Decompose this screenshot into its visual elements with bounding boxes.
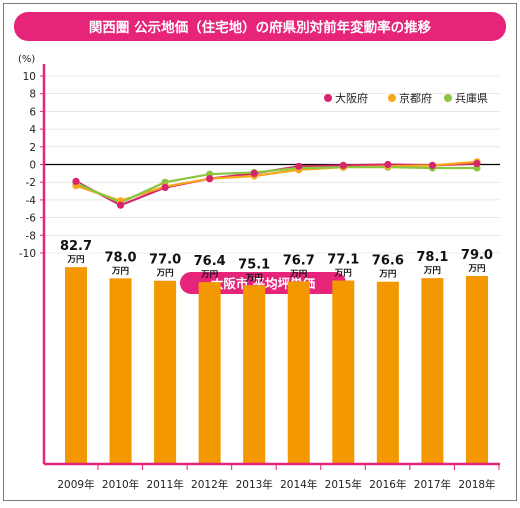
y-axis-label: (%) (18, 54, 35, 65)
bar-value-label: 76.7 (283, 253, 315, 268)
y-tick-label: 0 (29, 160, 36, 172)
x-tick-label: 2013年 (236, 478, 273, 491)
series-line-1 (75, 160, 478, 202)
series-point-0 (161, 183, 169, 192)
y-tick-label: -2 (26, 177, 36, 189)
bar-value-label: 82.7 (60, 239, 92, 254)
bar-value-label: 77.1 (327, 253, 359, 268)
series-point-0 (116, 201, 125, 209)
legend-label: 大阪府 (335, 91, 368, 105)
bar (287, 281, 310, 464)
series-point-0 (250, 169, 258, 177)
x-tick-label: 2018年 (458, 478, 495, 491)
x-tick-label: 2012年 (191, 478, 228, 491)
chart-title: 関西圏 公示地価（住宅地）の府県別対前年変動率の推移 (89, 19, 432, 36)
bar-chart-bars: 82.7万円 78.0万円77.0万円76.4万円75.1万円76.7万円77.1… (60, 239, 493, 464)
bar (465, 275, 488, 464)
series-point-0 (72, 177, 80, 185)
y-tick-label: -6 (26, 213, 37, 225)
y-tick-label: -10 (19, 248, 36, 260)
x-tick-label: 2015年 (325, 478, 362, 491)
y-tick-label: -4 (26, 195, 37, 207)
y-tick-label: 8 (29, 89, 36, 101)
legend-marker (388, 94, 396, 102)
title-banner (14, 12, 506, 41)
series-point-0 (473, 160, 481, 168)
legend-label: 兵庫県 (455, 91, 488, 105)
legend-marker (324, 94, 332, 102)
x-tick-label: 2009年 (57, 478, 94, 491)
bar-unit-label: 万円 (378, 270, 396, 280)
legend-label: 京都府 (399, 91, 432, 105)
bar-unit-label: 万円 (334, 269, 352, 279)
bar (154, 280, 177, 464)
y-tick-labels: 10 8 6 4 2 0 -2 -4 -6 -8 -10 (19, 71, 36, 260)
series-point-0 (428, 161, 436, 169)
bar-value-label: 76.6 (372, 254, 404, 269)
series-line-2 (75, 166, 477, 204)
x-tick-label: 2011年 (146, 478, 183, 491)
y-tick-label: 10 (23, 71, 36, 83)
x-tick-label: 2010年 (102, 478, 139, 491)
bar-value-label: 75.1 (238, 257, 270, 272)
bar-unit-label: 万円 (200, 270, 218, 280)
bar-unit-label: 万円 (423, 266, 441, 276)
legend-marker (444, 94, 452, 102)
bar (243, 285, 266, 464)
bar-unit-label: 万円 (111, 266, 129, 276)
bar (65, 267, 87, 464)
x-tick-label: 2016年 (369, 478, 406, 491)
series-point-0 (384, 160, 392, 169)
bar (421, 278, 444, 464)
x-tick-labels: 2009年 2010年 2011年 2012年 2013年 2014年 2015年 2016年… (57, 464, 500, 491)
bar (332, 280, 355, 464)
bar-value-label: 78.0 (105, 250, 137, 265)
x-tick-label: 2014年 (280, 478, 317, 491)
line-chart-series (72, 158, 481, 209)
bar-value-label: 76.4 (194, 254, 226, 269)
bar (198, 282, 221, 464)
bar-value-label: 79.0 (461, 248, 493, 263)
bar (109, 278, 132, 464)
series-point-0 (295, 162, 303, 170)
bar-value-label: 78.1 (416, 250, 448, 265)
y-tick-label: 2 (29, 142, 36, 154)
y-tick-label: -8 (26, 230, 36, 242)
x-tick-label: 2017年 (414, 478, 451, 491)
legend: 大阪府 京都府 兵庫県 (324, 91, 488, 105)
bar-unit-label: 万円 (245, 273, 263, 283)
y-tick-label: 4 (29, 124, 36, 136)
series-point-0 (206, 175, 214, 183)
bar-unit-label: 万円 (289, 269, 307, 279)
bar-unit-label: 万円 (467, 264, 485, 274)
series-point-0 (339, 161, 347, 169)
bar (376, 281, 399, 464)
bar-unit-label: 万円 (66, 255, 84, 265)
bar-value-label: 77.0 (149, 253, 181, 268)
bar-unit-label: 万円 (156, 269, 174, 279)
y-tick-label: 6 (29, 106, 36, 118)
